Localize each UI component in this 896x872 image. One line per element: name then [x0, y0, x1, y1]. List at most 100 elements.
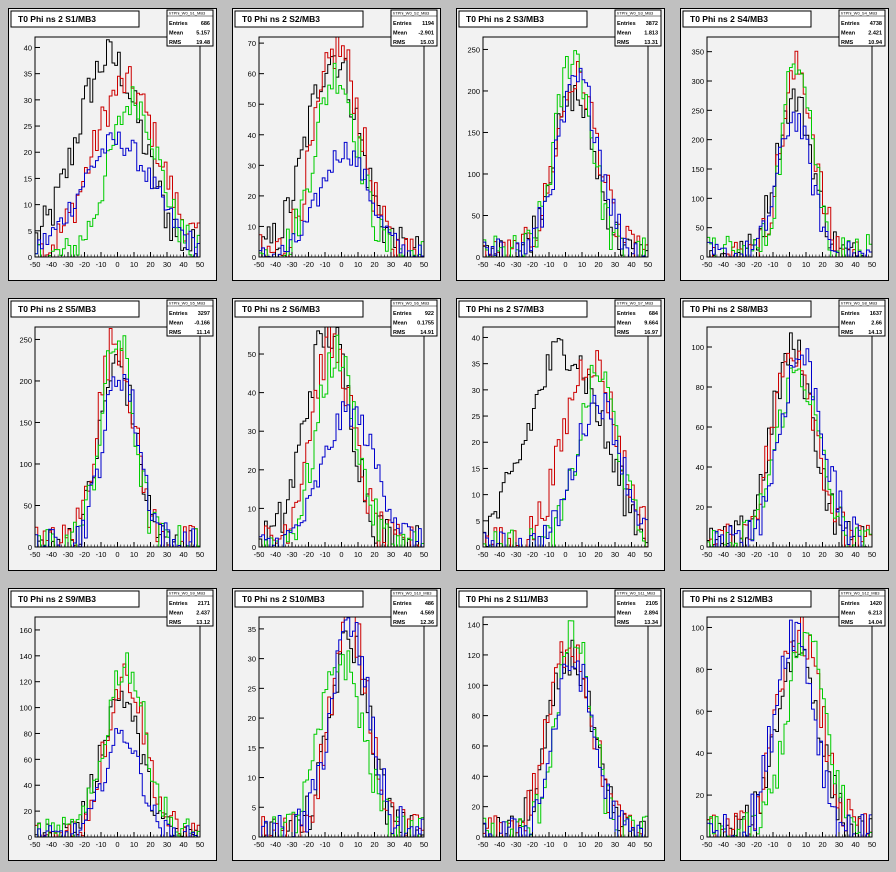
chart-title: T0 Phi ns 2 S11/MB3	[466, 594, 548, 604]
x-tick-label: 20	[370, 260, 378, 269]
y-tick-label: 20	[248, 714, 256, 723]
pad-background	[232, 588, 441, 861]
y-tick-label: 15	[24, 174, 32, 183]
stats-value-rms: 14.91	[420, 330, 434, 336]
title-box	[458, 10, 588, 28]
x-tick-label: -50	[702, 550, 713, 559]
x-tick-label: 20	[146, 840, 154, 849]
x-tick-label: -50	[30, 550, 41, 559]
histogram-pad: -50 -40 -30 -20 -10 0 10 20 30 40 50 0 20 40 60 80 100 12…	[8, 588, 217, 861]
x-tick-label: 0	[563, 260, 567, 269]
x-tick-label: 30	[611, 260, 619, 269]
stats-value-entries: 486	[425, 601, 434, 607]
x-tick-label: 50	[420, 550, 428, 559]
y-tick-label: 0	[28, 543, 32, 552]
y-tick-label: 40	[472, 772, 480, 781]
y-tick-label: 150	[19, 418, 32, 427]
stats-value-mean: -2.901	[418, 31, 434, 37]
y-tick-label: 25	[472, 412, 480, 421]
y-tick-label: 100	[467, 681, 480, 690]
series-line-blue	[483, 660, 648, 837]
stats-label-rms: RMS	[393, 40, 406, 46]
y-tick-label: 10	[24, 201, 32, 210]
series-line-blue	[259, 401, 424, 547]
pad-background	[680, 298, 889, 571]
series-line-blue	[35, 131, 200, 257]
x-tick-label: -20	[527, 550, 538, 559]
series-line-blue	[483, 392, 648, 547]
stats-value-mean: 0.1755	[417, 321, 434, 327]
y-tick-label: 20	[24, 807, 32, 816]
stats-value-mean: -0.166	[194, 321, 210, 327]
y-tick-label: 50	[24, 501, 32, 510]
x-tick-label: -40	[270, 840, 281, 849]
chart-title: T0 Phi ns 2 S5/MB3	[18, 304, 96, 314]
x-tick-label: 0	[115, 550, 119, 559]
y-tick-label: 120	[467, 651, 480, 660]
x-tick-label: -10	[768, 550, 779, 559]
stats-value-entries: 922	[425, 311, 434, 317]
x-tick-label: 30	[387, 550, 395, 559]
stats-label-entries: Entries	[841, 21, 860, 27]
x-tick-label: -40	[718, 840, 729, 849]
x-tick-label: 10	[578, 260, 586, 269]
x-tick-label: 50	[644, 550, 652, 559]
y-tick-label: 0	[476, 543, 480, 552]
x-tick-label: 20	[594, 260, 602, 269]
stats-label-rms: RMS	[393, 330, 406, 336]
stats-label-entries: Entries	[617, 601, 636, 607]
x-tick-label: 0	[115, 840, 119, 849]
x-tick-label: 20	[146, 550, 154, 559]
x-tick-label: 0	[339, 550, 343, 559]
y-tick-label: 40	[24, 43, 32, 52]
series-line-blue	[707, 619, 872, 837]
y-tick-label: 40	[248, 389, 256, 398]
x-tick-label: 50	[868, 550, 876, 559]
x-tick-label: 40	[403, 260, 411, 269]
y-tick-label: 30	[248, 655, 256, 664]
stats-value-entries: 3297	[198, 311, 210, 317]
y-tick-label: 0	[700, 543, 704, 552]
series-line-green	[35, 86, 200, 257]
x-tick-label: -30	[287, 840, 298, 849]
y-tick-label: 0	[252, 833, 256, 842]
y-tick-label: 40	[248, 131, 256, 140]
x-tick-label: -30	[511, 550, 522, 559]
title-box	[10, 590, 140, 608]
series-line-blue	[483, 67, 648, 257]
y-tick-label: 35	[472, 360, 480, 369]
y-tick-label: 200	[467, 87, 480, 96]
x-tick-label: -10	[544, 840, 555, 849]
y-tick-label: 80	[472, 712, 480, 721]
x-tick-label: 10	[354, 260, 362, 269]
x-tick-label: 30	[835, 550, 843, 559]
x-tick-label: 30	[387, 840, 395, 849]
y-tick-label: 10	[248, 774, 256, 783]
stats-name: hTPhi_W0_S4_MB3	[841, 11, 878, 16]
y-tick-label: 40	[24, 781, 32, 790]
stats-label-rms: RMS	[393, 620, 406, 626]
stats-name: hTPhi_W0_S1_MB3	[169, 11, 206, 16]
y-tick-label: 200	[19, 377, 32, 386]
stats-value-rms: 13.34	[644, 620, 659, 626]
y-tick-label: 100	[691, 623, 704, 632]
stats-value-rms: 16.97	[644, 330, 658, 336]
x-tick-label: 50	[644, 840, 652, 849]
stats-value-mean: 6.213	[868, 611, 882, 617]
stats-label-entries: Entries	[393, 21, 412, 27]
title-box	[234, 300, 364, 318]
stats-name: hTPhi_W0_S5_MB3	[169, 301, 206, 306]
x-tick-label: 10	[130, 260, 138, 269]
y-tick-label: 0	[28, 833, 32, 842]
stats-name: hTPhi_W0_S6_MB3	[393, 301, 430, 306]
x-tick-label: -50	[254, 840, 265, 849]
y-tick-label: 20	[248, 192, 256, 201]
x-tick-label: -10	[96, 260, 107, 269]
x-tick-label: 10	[578, 840, 586, 849]
stats-value-rms: 14.13	[868, 330, 882, 336]
y-tick-label: 100	[691, 343, 704, 352]
stats-label-rms: RMS	[169, 40, 182, 46]
series-line-black	[259, 55, 424, 257]
y-tick-label: 250	[19, 335, 32, 344]
